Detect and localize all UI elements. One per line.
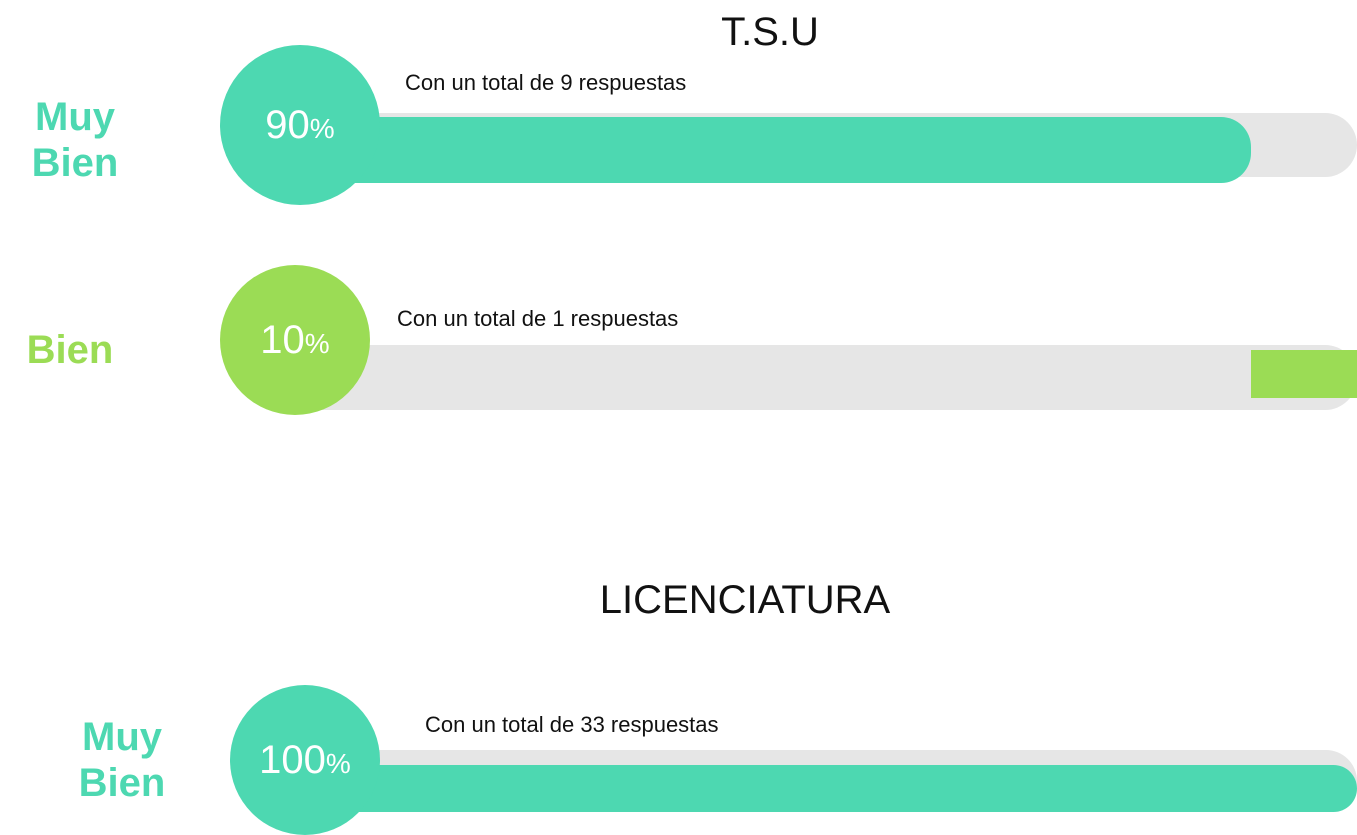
bar-fill (300, 765, 1357, 812)
percent-unit: % (325, 748, 351, 779)
percent-value: 100 (259, 737, 326, 782)
percent-circle: 10% (220, 265, 370, 415)
percent-unit: % (304, 328, 330, 359)
row-label: Muy Bien (78, 715, 166, 805)
percent-circle: 90% (220, 45, 380, 205)
percent-value: 10 (260, 317, 305, 362)
row-label: Muy Bien (31, 95, 119, 185)
caption: Con un total de 33 respuestas (425, 712, 719, 737)
percent-unit: % (309, 113, 335, 144)
percent-value: 90 (265, 102, 310, 147)
section-title: LICENCIATURA (599, 578, 891, 622)
bar-fill (1251, 350, 1357, 398)
percent-circle: 100% (230, 685, 380, 835)
caption: Con un total de 9 respuestas (405, 70, 687, 95)
track (300, 345, 1357, 410)
bar-fill (300, 117, 1252, 183)
row-label: Bien (26, 328, 114, 372)
section-title: T.S.U (721, 10, 819, 54)
caption: Con un total de 1 respuestas (397, 306, 679, 331)
